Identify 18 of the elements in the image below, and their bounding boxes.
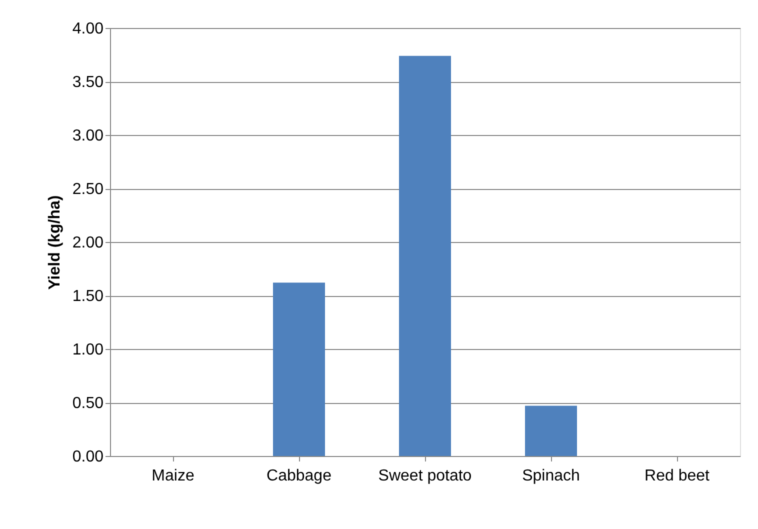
y-tick-label: 0.00 xyxy=(72,448,104,466)
y-tick-label: 3.00 xyxy=(72,128,104,144)
y-tick-label: 2.00 xyxy=(72,234,104,252)
bar xyxy=(525,406,577,456)
x-tick-label: Maize xyxy=(152,468,194,484)
x-tick-label: Cabbage xyxy=(266,468,332,484)
x-tick-label: Sweet potato xyxy=(378,468,472,484)
x-tick-label: Spinach xyxy=(522,468,580,484)
y-tick-label: 0.50 xyxy=(72,395,104,412)
x-tick-label: Red beet xyxy=(644,468,710,484)
y-tick-label: 4.00 xyxy=(72,20,104,38)
y-tick-label: 2.50 xyxy=(72,181,104,198)
y-tick-label: 3.50 xyxy=(72,74,104,91)
bar xyxy=(399,56,451,456)
bar xyxy=(273,282,325,456)
y-tick-label: 1.50 xyxy=(72,288,104,305)
y-tick-label: 1.00 xyxy=(72,342,104,358)
y-axis-title: Yield (kg/ha) xyxy=(46,195,64,290)
